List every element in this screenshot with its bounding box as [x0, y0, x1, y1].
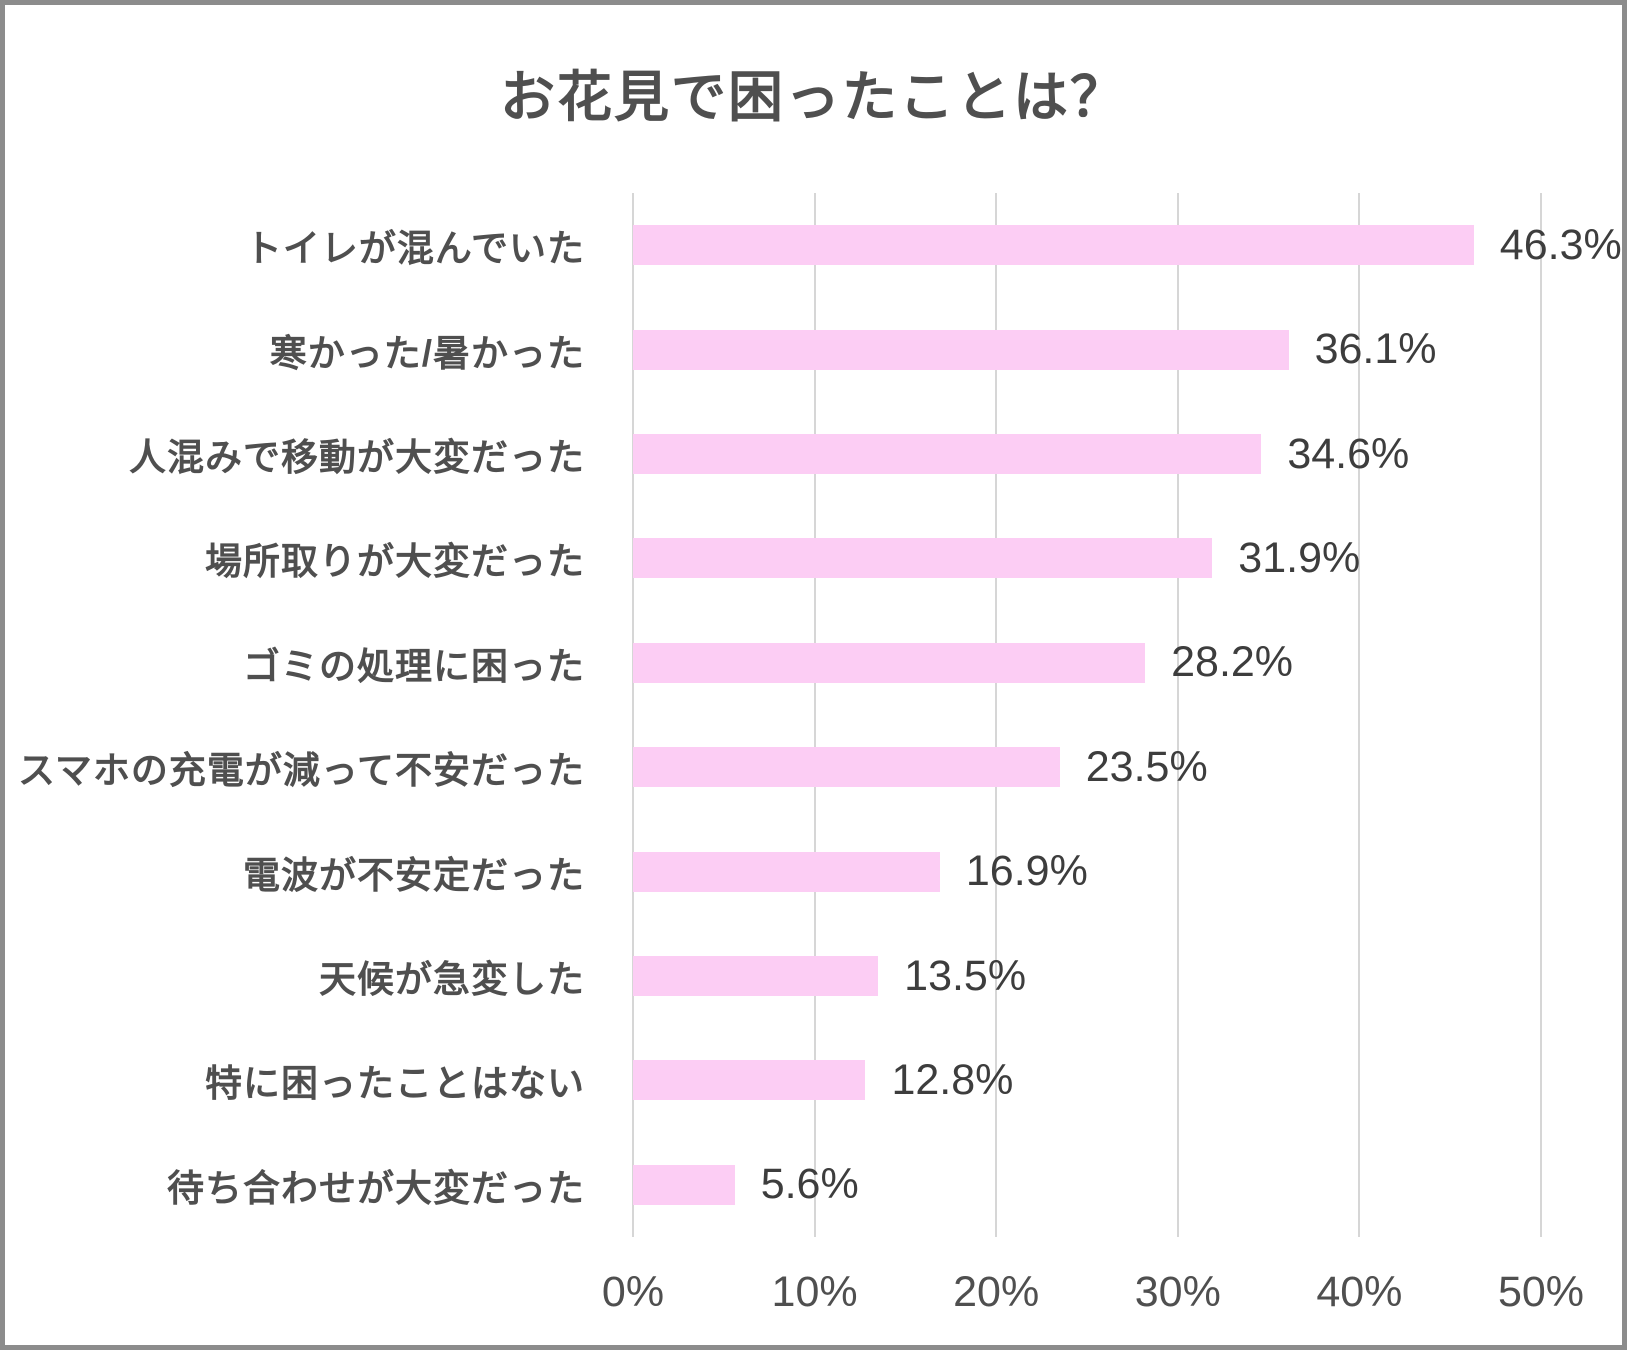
value-label: 16.9%: [965, 847, 1088, 896]
gridline: [1540, 193, 1542, 1237]
bar-area: 12.8%: [633, 1056, 1622, 1105]
category-label: トイレが混んでいた: [244, 228, 585, 270]
value-label: 31.9%: [1238, 533, 1361, 582]
gridline: [1358, 193, 1361, 1237]
gridline: [632, 193, 634, 1237]
x-tick-label: 10%: [771, 1268, 858, 1316]
category-label: ゴミの処理に困った: [243, 645, 585, 687]
category-label: 待ち合わせが大変だった: [167, 1167, 585, 1209]
bar: [633, 642, 1146, 683]
x-tick-label: 20%: [953, 1268, 1040, 1316]
bar-area: 13.5%: [633, 952, 1622, 1001]
category-label: 天候が急変した: [319, 959, 585, 1001]
x-tick-label: 40%: [1316, 1268, 1403, 1316]
bar-area: 34.6%: [633, 430, 1622, 479]
plot-gridlines: [632, 193, 1542, 1237]
gridline: [813, 193, 816, 1237]
chart-title: お花見で困ったことは？: [499, 66, 1127, 128]
bar-area: 46.3%: [633, 221, 1622, 270]
bar-row: 寒かった/暑かった 36.1%: [5, 297, 1622, 401]
bar: [633, 1164, 735, 1205]
bar: [633, 434, 1262, 475]
bar-row: ゴミの処理に困った 28.2%: [5, 611, 1622, 715]
bar-row: トイレが混んでいた 46.3%: [5, 193, 1622, 297]
category-label: 電波が不安定だった: [243, 854, 585, 896]
bar-area: 23.5%: [633, 743, 1622, 792]
bar-area: 28.2%: [633, 638, 1622, 687]
bar: [633, 1060, 866, 1101]
category-label: 人混みで移動が大変だった: [129, 437, 585, 479]
bar-area: 31.9%: [633, 534, 1622, 583]
value-label: 46.3%: [1499, 220, 1622, 269]
value-label: 13.5%: [904, 951, 1027, 1000]
value-label: 28.2%: [1171, 638, 1294, 687]
bar: [633, 747, 1060, 788]
x-tick-label: 50%: [1497, 1268, 1585, 1316]
category-label: 場所取りが大変だった: [205, 541, 585, 583]
category-label: スマホの充電が減って不安だった: [17, 750, 585, 792]
bar-row: 場所取りが大変だった 31.9%: [5, 506, 1622, 610]
bar: [633, 956, 879, 997]
bar: [633, 851, 940, 892]
bar: [633, 225, 1474, 266]
bar: [633, 538, 1213, 579]
value-label: 34.6%: [1287, 429, 1410, 478]
value-label: 23.5%: [1085, 742, 1208, 791]
x-tick-label: 0%: [601, 1268, 665, 1316]
bar-row: 待ち合わせが大変だった 5.6%: [5, 1133, 1622, 1237]
category-label: 寒かった/暑かった: [269, 332, 585, 374]
bar-row: 特に困ったことはない 12.8%: [5, 1028, 1622, 1132]
gridline: [995, 193, 998, 1237]
bar-rows: トイレが混んでいた 46.3% 寒かった/暑かった 36.1% 人混みで移動が大…: [5, 193, 1622, 1237]
x-tick-label: 30%: [1134, 1268, 1221, 1316]
bar-row: 人混みで移動が大変だった 34.6%: [5, 402, 1622, 506]
bar: [633, 329, 1289, 370]
x-axis: 0% 10% 20% 30% 40% 50%: [5, 1271, 1622, 1331]
bar-area: 16.9%: [633, 847, 1622, 896]
bar-area: 36.1%: [633, 325, 1622, 374]
value-label: 12.8%: [891, 1055, 1014, 1104]
gridline: [1176, 193, 1179, 1237]
bar-row: 天候が急変した 13.5%: [5, 924, 1622, 1028]
bar-row: 電波が不安定だった 16.9%: [5, 819, 1622, 923]
bar-area: 5.6%: [633, 1160, 1622, 1209]
category-label: 特に困ったことはない: [205, 1063, 585, 1105]
bar-row: スマホの充電が減って不安だった 23.5%: [5, 715, 1622, 819]
value-label: 5.6%: [760, 1160, 859, 1209]
value-label: 36.1%: [1314, 325, 1437, 374]
